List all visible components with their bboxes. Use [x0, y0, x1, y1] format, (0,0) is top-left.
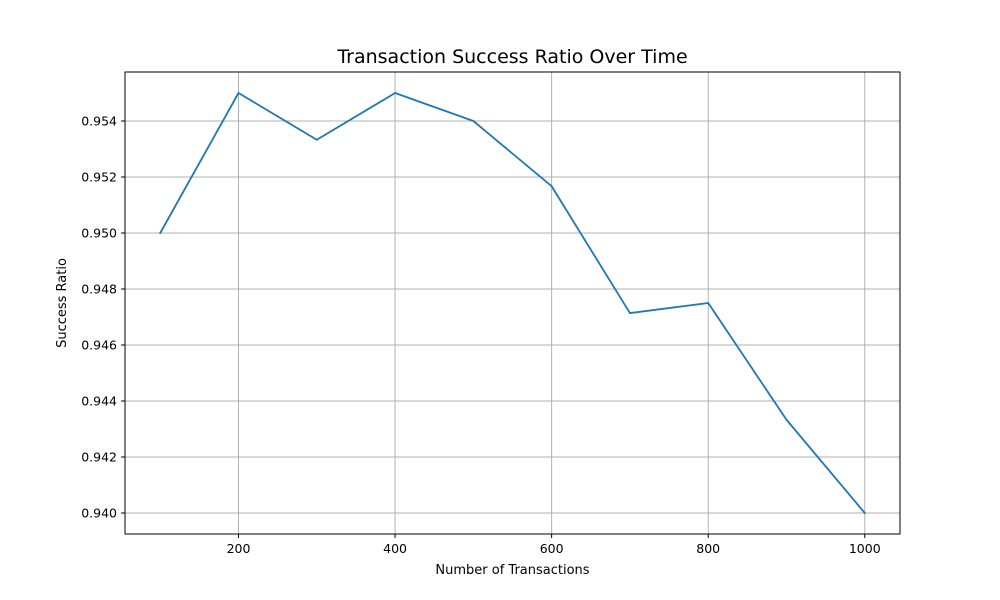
y-axis-label: Success Ratio — [55, 258, 70, 348]
data-point — [472, 120, 475, 122]
y-axis: 0.940 0.942 0.944 0.946 0.948 0.950 0.952 0.954 — [81, 114, 125, 521]
y-tick-label: 0.946 — [81, 338, 117, 353]
x-tick-label: 800 — [696, 541, 720, 556]
data-point — [550, 185, 553, 188]
x-tick-label: 1000 — [849, 541, 881, 556]
y-tick-label: 0.950 — [81, 226, 117, 241]
data-point — [863, 512, 866, 514]
series-layer — [159, 92, 867, 515]
data-point — [159, 232, 162, 234]
y-tick-label: 0.948 — [81, 282, 117, 297]
y-tick-label: 0.954 — [81, 114, 117, 129]
chart-title: Transaction Success Ratio Over Time — [336, 46, 687, 68]
y-tick-label: 0.952 — [81, 170, 117, 185]
data-point — [315, 138, 318, 141]
x-axis: 200 400 600 800 1000 — [227, 534, 881, 556]
data-point — [785, 418, 788, 421]
y-tick-label: 0.942 — [81, 450, 117, 465]
y-tick-label: 0.940 — [81, 506, 117, 521]
x-tick-label: 600 — [540, 541, 564, 556]
grid — [125, 72, 900, 534]
data-point — [629, 312, 631, 314]
y-tick-label: 0.944 — [81, 394, 117, 409]
plot-frame — [124, 71, 901, 535]
x-axis-label: Number of Transactions — [435, 563, 589, 578]
data-point — [707, 302, 710, 304]
series-line — [159, 92, 867, 515]
x-tick-label: 400 — [383, 541, 407, 556]
data-point — [394, 92, 396, 94]
x-tick-label: 200 — [227, 541, 251, 556]
data-point — [237, 92, 240, 94]
